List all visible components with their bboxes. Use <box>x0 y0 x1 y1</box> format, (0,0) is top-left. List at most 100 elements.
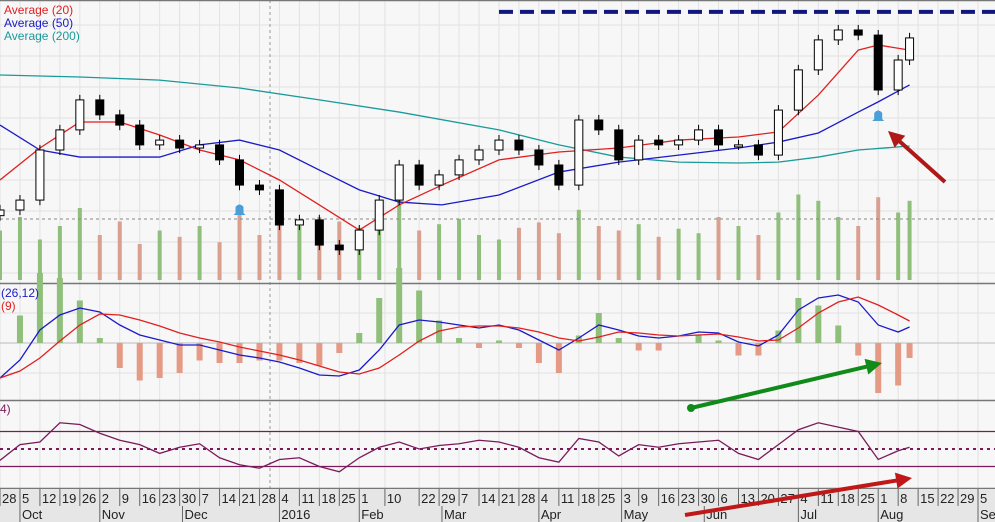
macd-histogram-bar <box>36 273 43 343</box>
candle-body <box>853 29 863 36</box>
candle-body <box>474 149 484 161</box>
volume-bar <box>816 200 821 280</box>
macd-histogram-bar <box>535 343 542 363</box>
candle-body <box>813 39 823 71</box>
ma50-line <box>0 84 910 206</box>
volume-bar <box>636 224 641 280</box>
candle-body <box>15 199 25 211</box>
macd-histogram-bar <box>755 343 762 356</box>
month-label: Jul <box>800 507 817 522</box>
candle-body <box>354 229 364 251</box>
bell-icon <box>872 110 885 121</box>
volume-bar <box>97 235 102 280</box>
x-tick-label: 30 <box>701 491 715 506</box>
x-tick-label: 21 <box>501 491 515 506</box>
candle-body <box>135 124 145 146</box>
macd-histogram-bar <box>906 343 913 358</box>
price-arrow <box>896 138 947 184</box>
month-label: 2016 <box>281 507 310 522</box>
x-tick-label: 29 <box>960 491 974 506</box>
volume-bar <box>776 212 781 280</box>
x-tick-label: 8 <box>900 491 907 506</box>
candle-body <box>0 209 5 217</box>
x-tick-label: 15 <box>920 491 934 506</box>
candle-body <box>634 139 644 161</box>
macd-histogram-bar <box>236 343 243 363</box>
volume-bar <box>197 226 202 280</box>
macd-histogram-bar <box>855 343 862 356</box>
x-tick-label: 25 <box>860 491 874 506</box>
legend-ma50: Average (50) <box>4 16 74 30</box>
volume-bar <box>896 212 901 280</box>
volume-bar <box>377 215 382 280</box>
signal-line <box>0 296 910 379</box>
x-tick-label: 25 <box>601 491 615 506</box>
volume-bar <box>57 226 62 280</box>
volume-bar <box>716 217 721 280</box>
x-tick-label: 18 <box>321 491 335 506</box>
month-label: Nov <box>102 507 126 522</box>
bell-icon <box>233 204 246 215</box>
candle-body <box>594 119 604 131</box>
volume-bar <box>177 236 182 280</box>
candle-body <box>694 129 704 141</box>
candle-body <box>574 119 584 186</box>
candle-body <box>334 244 344 251</box>
rsi-arrow <box>684 478 900 517</box>
x-tick-label: 9 <box>641 491 648 506</box>
macd-histogram-bar <box>436 320 443 343</box>
x-tick-label: 14 <box>481 491 495 506</box>
macd-histogram-bar <box>555 343 562 373</box>
x-tick-label: 16 <box>661 491 675 506</box>
volume-bar <box>277 203 282 280</box>
legend-macd: (26,12) <box>1 286 40 300</box>
macd-histogram-bar <box>56 278 63 343</box>
rsi-arrow-head <box>894 472 912 489</box>
x-axis-background <box>0 489 995 522</box>
x-tick-label: 1 <box>361 491 368 506</box>
macd-histogram-bar <box>655 343 662 351</box>
macd-histogram-bar <box>396 268 403 343</box>
macd-arrow <box>690 363 870 410</box>
macd-histogram-bar <box>416 290 423 343</box>
candle-body <box>95 99 105 116</box>
x-tick-label: 4 <box>800 491 807 506</box>
volume-bar <box>756 235 761 280</box>
macd-histogram-bar <box>376 298 383 343</box>
month-label: May <box>624 507 649 522</box>
candle-body <box>434 174 444 186</box>
month-label: Sep <box>980 507 995 522</box>
rsi-legend: 4) <box>0 403 11 416</box>
macd-histogram-bar <box>76 300 83 343</box>
volume-bar <box>417 230 422 280</box>
macd-histogram-bar <box>595 313 602 343</box>
candle-body <box>254 184 264 191</box>
x-tick-label: 30 <box>182 491 196 506</box>
candle-body <box>454 159 464 176</box>
candle-body <box>905 37 915 61</box>
candle-body <box>674 139 684 146</box>
macd-histogram-bar <box>515 343 522 348</box>
x-tick-label: 6 <box>721 491 728 506</box>
x-tick-label: 11 <box>301 491 315 506</box>
candle-body <box>155 139 165 146</box>
volume-bar <box>297 226 302 280</box>
rsi-line <box>0 422 910 473</box>
candle-body <box>733 144 743 148</box>
month-label: Feb <box>361 507 383 522</box>
price-legend: Average (20) Average (50) Average (200) <box>4 4 80 43</box>
macd-histogram-bar <box>256 343 263 361</box>
price-arrow-head <box>888 131 906 148</box>
macd-histogram-bar <box>775 330 782 343</box>
macd-histogram-bar <box>136 343 143 381</box>
x-tick-label: 12 <box>42 491 56 506</box>
volume-bar <box>217 242 222 280</box>
candle-body <box>394 164 404 201</box>
volume-bar <box>397 199 402 280</box>
volume-bar <box>876 197 881 280</box>
x-tick-label: 3 <box>624 491 631 506</box>
volume-bar <box>836 217 841 280</box>
x-tick-label: 23 <box>162 491 176 506</box>
candle-body <box>534 149 544 166</box>
x-tick-label: 7 <box>461 491 468 506</box>
